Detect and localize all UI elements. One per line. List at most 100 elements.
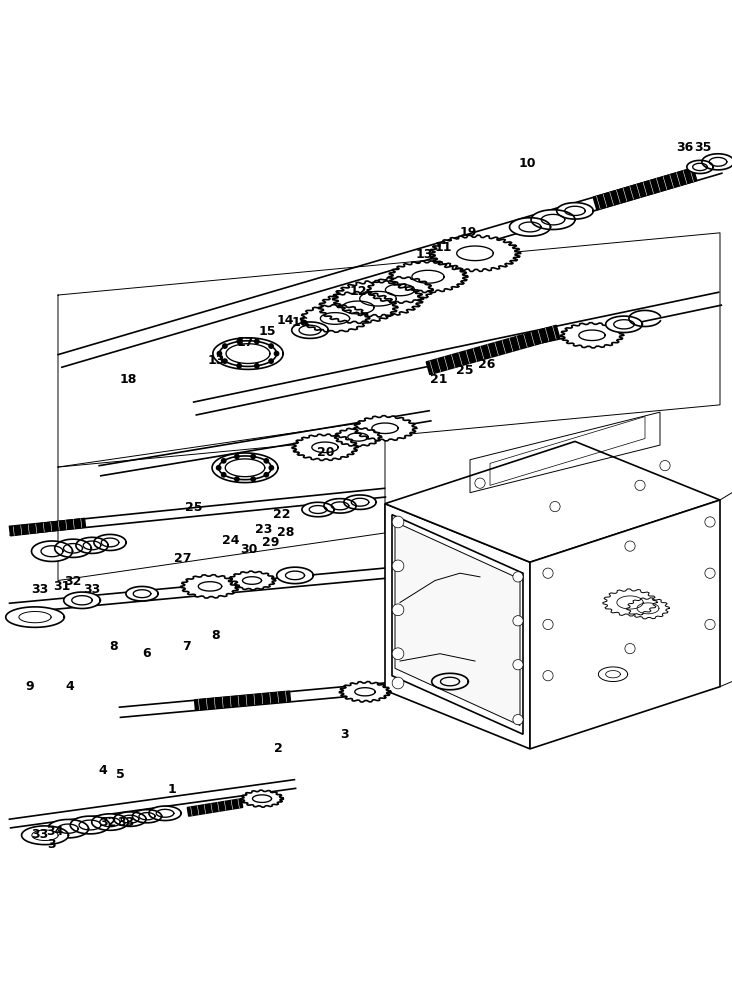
Polygon shape <box>340 682 391 702</box>
Polygon shape <box>6 607 64 627</box>
Circle shape <box>392 604 404 616</box>
Polygon shape <box>94 534 126 551</box>
Polygon shape <box>598 667 627 682</box>
Text: 17: 17 <box>236 336 254 349</box>
Circle shape <box>269 465 274 471</box>
Polygon shape <box>509 218 550 236</box>
Polygon shape <box>31 541 72 561</box>
Circle shape <box>392 516 404 528</box>
Polygon shape <box>605 316 642 333</box>
Polygon shape <box>627 598 669 619</box>
Text: 20: 20 <box>317 446 335 459</box>
Text: 7: 7 <box>182 640 191 653</box>
Polygon shape <box>292 434 358 460</box>
Text: 26: 26 <box>478 358 496 371</box>
Text: 33: 33 <box>83 583 100 596</box>
Polygon shape <box>126 586 158 601</box>
Circle shape <box>274 351 280 356</box>
Polygon shape <box>385 441 720 562</box>
Polygon shape <box>76 537 108 553</box>
Circle shape <box>234 476 240 482</box>
Text: 1: 1 <box>168 783 176 796</box>
Circle shape <box>250 454 256 459</box>
Text: 18: 18 <box>119 373 137 386</box>
Circle shape <box>705 619 715 630</box>
Circle shape <box>264 458 269 464</box>
Polygon shape <box>291 322 328 338</box>
Circle shape <box>268 358 274 364</box>
Polygon shape <box>55 539 92 557</box>
Circle shape <box>221 458 227 464</box>
Polygon shape <box>702 154 732 170</box>
Circle shape <box>221 472 227 478</box>
Circle shape <box>543 568 553 578</box>
Polygon shape <box>324 499 356 513</box>
Text: 33: 33 <box>117 816 135 829</box>
Circle shape <box>475 478 485 488</box>
Polygon shape <box>432 673 468 690</box>
Polygon shape <box>395 522 520 725</box>
Circle shape <box>216 465 222 471</box>
Text: 3: 3 <box>340 728 348 741</box>
Polygon shape <box>603 589 657 616</box>
Text: 24: 24 <box>222 534 239 547</box>
Text: 28: 28 <box>277 526 294 539</box>
Circle shape <box>236 338 242 344</box>
Polygon shape <box>561 323 624 348</box>
Circle shape <box>268 343 274 349</box>
Text: 6: 6 <box>142 647 151 660</box>
Polygon shape <box>318 292 397 323</box>
Circle shape <box>550 501 560 512</box>
Text: 9: 9 <box>25 680 34 693</box>
Polygon shape <box>531 210 575 230</box>
Polygon shape <box>228 571 275 590</box>
Text: 14: 14 <box>277 314 294 327</box>
Polygon shape <box>92 814 128 830</box>
Circle shape <box>222 343 228 349</box>
Circle shape <box>543 671 553 681</box>
Text: 21: 21 <box>430 373 448 386</box>
Text: 33: 33 <box>31 828 49 841</box>
Circle shape <box>625 643 635 654</box>
Polygon shape <box>70 816 110 834</box>
Polygon shape <box>389 261 468 293</box>
Text: 2: 2 <box>274 742 283 755</box>
Polygon shape <box>48 819 89 838</box>
Polygon shape <box>149 806 181 821</box>
Polygon shape <box>302 502 334 517</box>
Text: 32: 32 <box>64 575 82 588</box>
Text: 32: 32 <box>100 816 117 829</box>
Polygon shape <box>367 277 433 303</box>
Polygon shape <box>187 799 243 816</box>
Polygon shape <box>344 495 376 509</box>
Text: 13: 13 <box>207 354 225 367</box>
Polygon shape <box>181 575 239 598</box>
Polygon shape <box>354 416 417 441</box>
Text: 29: 29 <box>262 536 280 549</box>
Text: 31: 31 <box>53 580 71 593</box>
Polygon shape <box>10 518 86 536</box>
Text: 36: 36 <box>676 141 693 154</box>
Circle shape <box>625 541 635 551</box>
Text: 8: 8 <box>212 629 220 642</box>
Circle shape <box>513 714 523 725</box>
Polygon shape <box>385 504 530 749</box>
Circle shape <box>625 592 635 602</box>
Circle shape <box>392 648 404 660</box>
Polygon shape <box>132 810 162 823</box>
Polygon shape <box>195 691 291 710</box>
Polygon shape <box>335 428 381 446</box>
Polygon shape <box>301 305 370 332</box>
Circle shape <box>217 351 223 356</box>
Polygon shape <box>426 325 560 375</box>
Text: 34: 34 <box>46 825 64 838</box>
Circle shape <box>635 480 645 490</box>
Circle shape <box>705 568 715 578</box>
Text: 27: 27 <box>174 552 192 565</box>
Circle shape <box>513 616 523 626</box>
Text: 4: 4 <box>98 764 107 777</box>
Text: 16: 16 <box>291 316 309 329</box>
Text: 15: 15 <box>258 325 276 338</box>
Circle shape <box>234 454 240 459</box>
Text: 4: 4 <box>65 680 74 693</box>
